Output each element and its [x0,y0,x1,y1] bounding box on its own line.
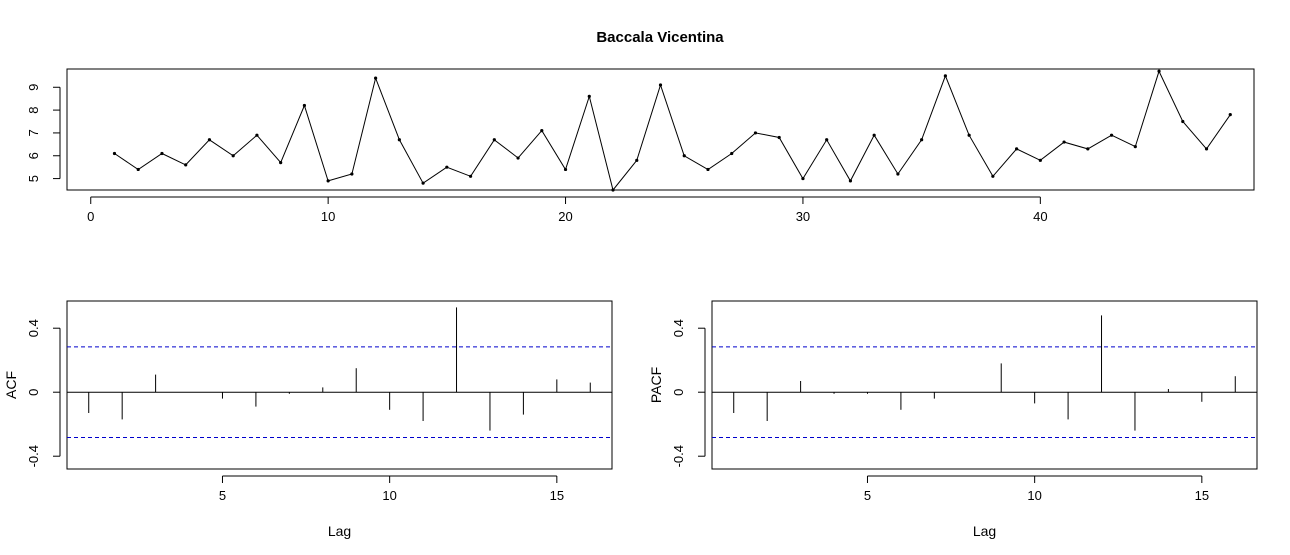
x-tick-label: 5 [864,488,871,503]
data-point [397,138,401,142]
data-point [801,176,805,181]
data-point [1133,145,1137,149]
data-point [1181,119,1185,124]
data-point [991,174,995,178]
data-point [184,163,188,167]
x-tick-label: 15 [550,488,564,503]
y-tick-label: 7 [26,129,41,136]
data-point [540,129,544,133]
data-point [563,167,568,172]
data-point [374,76,378,80]
data-point [848,179,853,183]
acf-panel: 5 10 15 -0.4 0 0.4 Lag ACF [3,300,613,539]
data-point [492,138,496,142]
y-tick-label: 5 [26,175,41,182]
data-point [350,172,354,176]
data-point [112,151,117,156]
x-tick-label: 0 [87,209,94,224]
data-point [1062,140,1066,144]
x-tick-label: 20 [558,209,572,224]
x-tick-label: 15 [1195,488,1209,503]
data-point [943,74,947,78]
data-point [326,179,330,183]
series-line [114,69,1231,192]
data-point [279,161,283,165]
data-point [302,103,306,108]
data-point [207,138,212,142]
data-point [825,138,829,142]
y-tick-label: -0.4 [26,445,41,467]
y-tick-label: 9 [26,84,41,91]
y-axis-label: ACF [3,371,19,399]
data-point [753,131,758,135]
y-tick-label: 0 [26,389,41,396]
x-tick-label: 10 [1027,488,1041,503]
plot-frame [66,300,613,470]
data-point [1204,147,1209,151]
data-point [160,151,164,156]
data-point [967,133,971,137]
data-point [421,181,425,185]
data-point [1038,158,1042,162]
data-point [587,94,591,98]
data-point [1086,147,1090,151]
y-tick-label: -0.4 [671,445,686,467]
data-point [682,154,686,158]
x-tick-label: 10 [382,488,396,503]
x-tick-label: 40 [1033,209,1047,224]
data-point [635,158,639,162]
plot-frame [711,300,1258,470]
data-point [920,138,924,142]
data-point [1015,147,1019,151]
y-tick-label: 8 [26,106,41,113]
data-point [445,165,449,169]
y-tick-label: 6 [26,152,41,159]
x-axis-label: Lag [328,523,351,539]
data-point [896,172,900,176]
y-tick-label: 0 [671,389,686,396]
y-tick-label: 0.4 [26,319,41,337]
x-tick-label: 30 [796,209,810,224]
x-tick-label: 5 [219,488,226,503]
chart-title: Baccala Vicentina [596,29,724,46]
data-point [1109,133,1114,137]
data-point [255,133,259,137]
data-point [468,174,473,178]
data-point [1157,69,1161,73]
data-point [516,156,520,160]
data-point [872,133,876,137]
time-series-panel: 0 10 20 30 40 5 6 7 8 9 [26,68,1255,224]
data-point [706,167,710,172]
x-tick-label: 10 [321,209,335,224]
data-point [611,188,615,192]
data-point [658,83,663,87]
y-axis-label: PACF [648,367,664,403]
y-tick-label: 0.4 [671,319,686,337]
data-point [777,135,781,140]
pacf-panel: 5 10 15 -0.4 0 0.4 Lag PACF [648,300,1258,539]
x-axis-label: Lag [973,523,996,539]
data-point [136,167,140,172]
data-point [730,151,734,156]
data-point [231,154,235,158]
data-point [1228,113,1232,117]
plot-frame [66,68,1255,191]
